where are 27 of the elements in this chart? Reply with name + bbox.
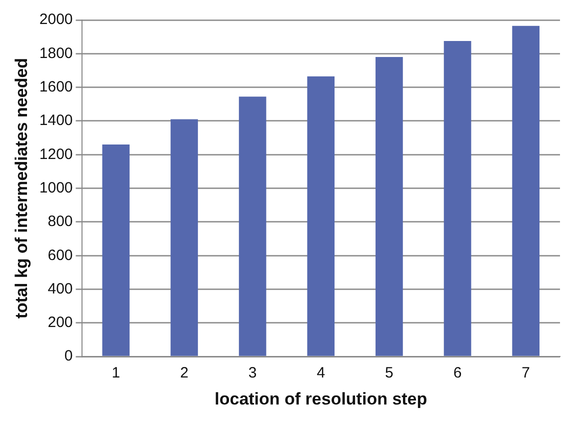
y-tick-label: 600 <box>48 246 73 264</box>
x-tick-label: 5 <box>385 364 394 382</box>
y-tick-label: 200 <box>48 314 73 332</box>
x-tick-label: 6 <box>453 364 462 382</box>
y-axis-title: total kg of intermediates needed <box>12 58 31 319</box>
x-tick-label: 4 <box>316 364 326 382</box>
y-tick-label: 800 <box>48 213 73 230</box>
x-tick-label: 2 <box>180 364 188 382</box>
y-tick-label: 1800 <box>39 44 73 62</box>
y-tick-label: 1600 <box>39 78 73 96</box>
y-tick-label: 1200 <box>39 146 73 163</box>
y-tick-label: 1400 <box>39 112 73 130</box>
x-tick-label: 1 <box>112 364 120 382</box>
x-axis-title: location of resolution step <box>214 389 428 408</box>
bar <box>307 76 335 356</box>
bar <box>376 57 403 356</box>
y-tick-label: 400 <box>48 280 73 298</box>
y-tick-label: 2000 <box>39 11 73 28</box>
bar <box>238 96 266 356</box>
y-tick-label: 1000 <box>39 179 73 196</box>
y-tick-label: 0 <box>64 348 73 365</box>
x-tick-label: 7 <box>522 364 530 382</box>
bar <box>512 26 540 356</box>
x-tick-label: 3 <box>248 364 257 382</box>
bar <box>170 119 198 356</box>
bar <box>102 144 130 356</box>
bar <box>444 41 472 356</box>
